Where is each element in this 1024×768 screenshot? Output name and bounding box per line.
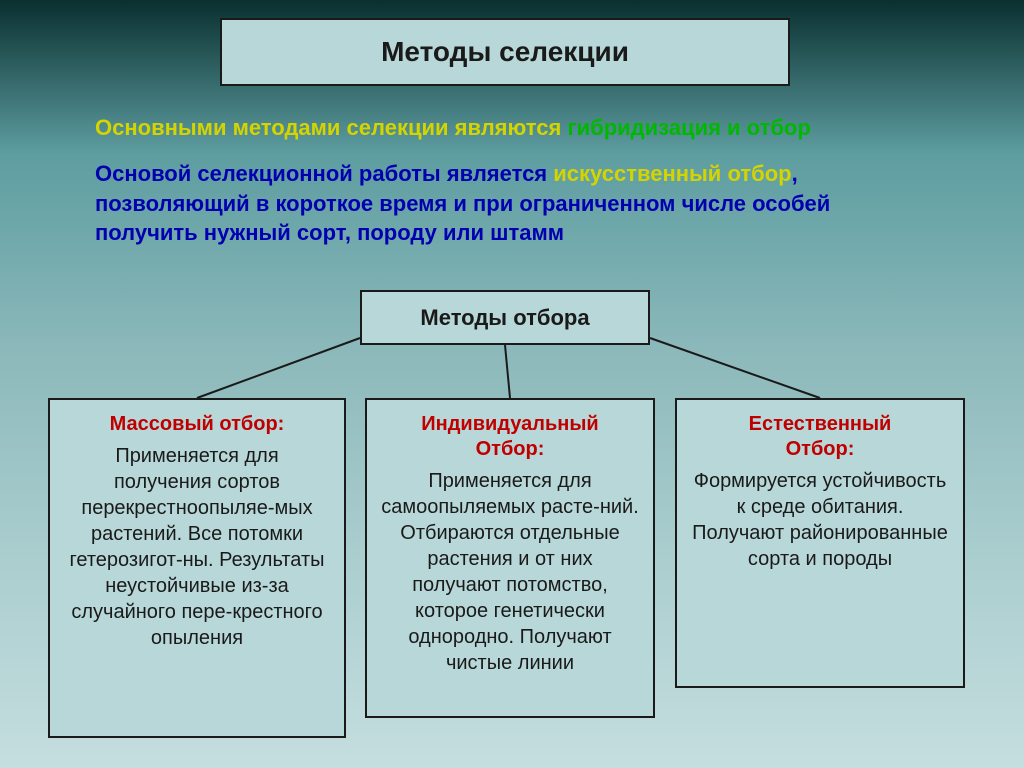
box-left-title: Массовый отбор: [64, 412, 330, 437]
title-box: Методы селекции [220, 18, 790, 86]
box-individual-selection: ИндивидуальныйОтбор: Применяется для сам… [365, 398, 655, 718]
connector-right [650, 338, 820, 398]
intro-line2-pre: Основой селекционной работы является [95, 161, 553, 186]
box-left-body: Применяется для получения сортов перекре… [64, 443, 330, 651]
intro-line1-part1: Основными методами селекции являются [95, 115, 567, 140]
intro-line1-part2: гибридизация и отбор [567, 115, 810, 140]
box-natural-selection: ЕстественныйОтбор: Формируется устойчиво… [675, 398, 965, 688]
title-text: Методы селекции [381, 36, 629, 68]
connector-left [197, 338, 360, 398]
box-right-body: Формируется устойчивость к среде обитани… [691, 468, 949, 572]
intro-block: Основными методами селекции являются гиб… [95, 115, 935, 248]
methods-label: Методы отбора [420, 305, 589, 331]
intro-line2-highlight: искусственный отбор [553, 161, 791, 186]
box-mid-body: Применяется для самоопыляемых расте-ний.… [381, 468, 639, 676]
box-right-title: ЕстественныйОтбор: [691, 412, 949, 462]
intro-line1: Основными методами селекции являются гиб… [95, 115, 935, 141]
intro-line2: Основой селекционной работы является иск… [95, 159, 935, 248]
box-mid-title: ИндивидуальныйОтбор: [381, 412, 639, 462]
box-mass-selection: Массовый отбор: Применяется для получени… [48, 398, 346, 738]
connector-mid [505, 345, 510, 398]
methods-box: Методы отбора [360, 290, 650, 345]
